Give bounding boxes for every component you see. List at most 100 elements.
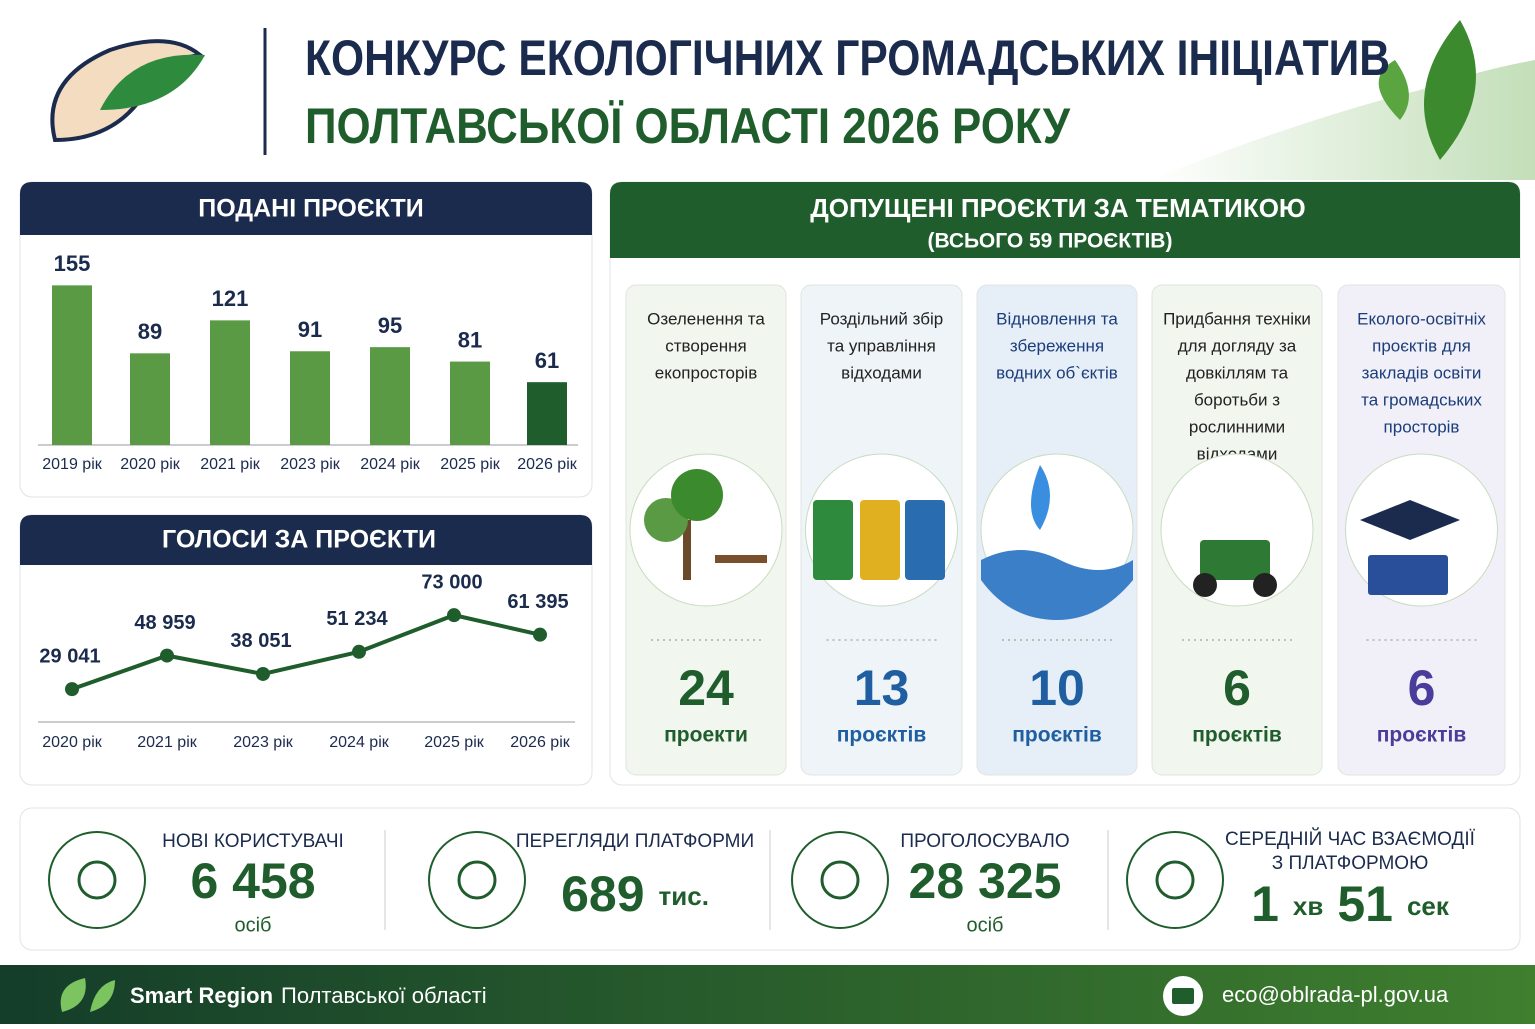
stat-icon bbox=[48, 831, 146, 929]
icon bbox=[1360, 500, 1460, 595]
x-tick-label: 2024 рік bbox=[329, 734, 389, 751]
topic-count: 13 bbox=[854, 660, 910, 716]
topic-unit: проєктів bbox=[1377, 724, 1467, 747]
footer bbox=[0, 965, 1535, 1024]
topic-count: 6 bbox=[1223, 660, 1251, 716]
value-label: 121 bbox=[212, 286, 249, 311]
topic-unit: проєктів bbox=[837, 724, 927, 747]
icon bbox=[644, 469, 767, 580]
region: Полтавської області bbox=[281, 983, 487, 1008]
leaf bbox=[1378, 60, 1409, 120]
bar bbox=[370, 347, 410, 445]
icon bbox=[905, 500, 945, 580]
icon bbox=[671, 469, 723, 521]
stat-icon bbox=[820, 860, 860, 900]
stat-value-part: 1 bbox=[1251, 876, 1279, 932]
topic-count: 10 bbox=[1029, 660, 1085, 716]
x-tick-label: 2025 рік bbox=[440, 456, 500, 473]
topic-label: екопросторів bbox=[655, 363, 757, 382]
stat-value-part: 6 458 bbox=[190, 853, 315, 909]
value-label: 89 bbox=[138, 319, 162, 344]
x-tick-label: 2026 рік bbox=[510, 734, 570, 751]
stat-icon bbox=[791, 831, 889, 929]
x-tick-label: 2024 рік bbox=[360, 456, 420, 473]
value-label: 61 395 bbox=[507, 591, 568, 613]
panel-header bbox=[20, 515, 592, 565]
icon bbox=[1193, 540, 1277, 597]
stat-label: НОВІ КОРИСТУВАЧІ bbox=[162, 831, 344, 852]
topic-label: збереження bbox=[1010, 336, 1104, 355]
value-label: 61 bbox=[535, 348, 559, 373]
value-label: 38 051 bbox=[230, 630, 291, 652]
icon bbox=[813, 500, 945, 580]
value-label: 51 234 bbox=[326, 608, 388, 630]
icon bbox=[1360, 500, 1460, 540]
icon bbox=[683, 520, 691, 580]
chart-title: ГОЛОСИ ЗА ПРОЄКТИ bbox=[162, 526, 436, 554]
point bbox=[256, 666, 270, 681]
stat-value: 1 хв 51 сек bbox=[1251, 876, 1450, 932]
topic-label: просторів bbox=[1384, 417, 1460, 436]
icon bbox=[1031, 465, 1050, 530]
icon bbox=[1368, 555, 1448, 595]
point bbox=[447, 608, 461, 623]
bar bbox=[130, 353, 170, 445]
stat-icon bbox=[1126, 831, 1224, 929]
topic-label: закладів освіти bbox=[1362, 363, 1482, 382]
footer-logo bbox=[60, 978, 115, 1012]
stat-unit: осіб bbox=[966, 914, 1003, 936]
point bbox=[533, 627, 547, 642]
value-label: 81 bbox=[458, 327, 482, 352]
value-label: 29 041 bbox=[39, 645, 100, 667]
bar bbox=[210, 320, 250, 445]
x-tick-label: 2021 рік bbox=[137, 734, 197, 751]
x-tick-label: 2023 рік bbox=[280, 456, 340, 473]
topic-label: рослинними bbox=[1189, 417, 1285, 436]
stat-icon bbox=[77, 860, 117, 900]
topics-subtitle: (ВСЬОГО 59 ПРОЄКТІВ) bbox=[928, 230, 1173, 253]
chart-title: ПОДАНІ ПРОЄКТИ bbox=[198, 195, 424, 223]
icon bbox=[1193, 573, 1217, 597]
topic-label: проєктів для bbox=[1372, 336, 1471, 355]
x-tick-label: 2019 рік bbox=[42, 456, 102, 473]
x-tick-label: 2025 рік bbox=[424, 734, 484, 751]
email-icon bbox=[1172, 988, 1194, 1004]
topic-unit: проєктів bbox=[1012, 724, 1102, 747]
x-tick-label: 2021 рік bbox=[200, 456, 260, 473]
topic-count: 6 bbox=[1408, 660, 1436, 716]
stat-value-part: сек bbox=[1407, 891, 1450, 921]
topic-unit: проекти bbox=[664, 724, 748, 747]
stat-icon bbox=[457, 860, 497, 900]
stat-icon bbox=[428, 831, 526, 929]
stat-label: З ПЛАТФОРМОЮ bbox=[1272, 853, 1429, 874]
stat-value: 28 325 bbox=[909, 853, 1062, 909]
value-label: 48 959 bbox=[134, 612, 195, 634]
x-tick-label: 2020 рік bbox=[42, 734, 102, 751]
stat-value-part: тис. bbox=[659, 881, 709, 911]
stat-value: 6 458 bbox=[190, 853, 315, 909]
topic-count: 24 bbox=[678, 660, 734, 716]
point bbox=[352, 644, 366, 659]
topic-label: відходами bbox=[841, 363, 922, 382]
bar bbox=[290, 351, 330, 445]
panel-header bbox=[20, 182, 592, 235]
icon-circle bbox=[629, 453, 783, 607]
stat-label: СЕРЕДНІЙ ЧАС ВЗАЄМОДІЇ bbox=[1225, 828, 1476, 850]
title: ПОЛТАВСЬКОЇ ОБЛАСТІ 2026 РОКУ bbox=[305, 98, 1071, 154]
value-label: 155 bbox=[54, 251, 91, 276]
title: КОНКУРС ЕКОЛОГІЧНИХ ГРОМАДСЬКИХ ІНІЦІАТИ… bbox=[305, 30, 1390, 86]
topic-unit: проєктів bbox=[1192, 724, 1282, 747]
x-tick-label: 2020 рік bbox=[120, 456, 180, 473]
brand: Smart Region bbox=[130, 983, 273, 1008]
x-tick-label: 2026 рік bbox=[517, 456, 577, 473]
stat-value-part: 51 bbox=[1337, 876, 1393, 932]
bar bbox=[527, 382, 567, 445]
topic-label: Відновлення та bbox=[996, 309, 1118, 328]
icon bbox=[813, 500, 853, 580]
stat-unit: осіб bbox=[234, 914, 271, 936]
topic-label: боротьби з bbox=[1194, 390, 1280, 409]
icon bbox=[981, 550, 1133, 620]
logo bbox=[100, 54, 205, 110]
x-tick-label: 2023 рік bbox=[233, 734, 293, 751]
footer-email[interactable]: eco@oblrada-pl.gov.ua bbox=[1222, 982, 1449, 1007]
